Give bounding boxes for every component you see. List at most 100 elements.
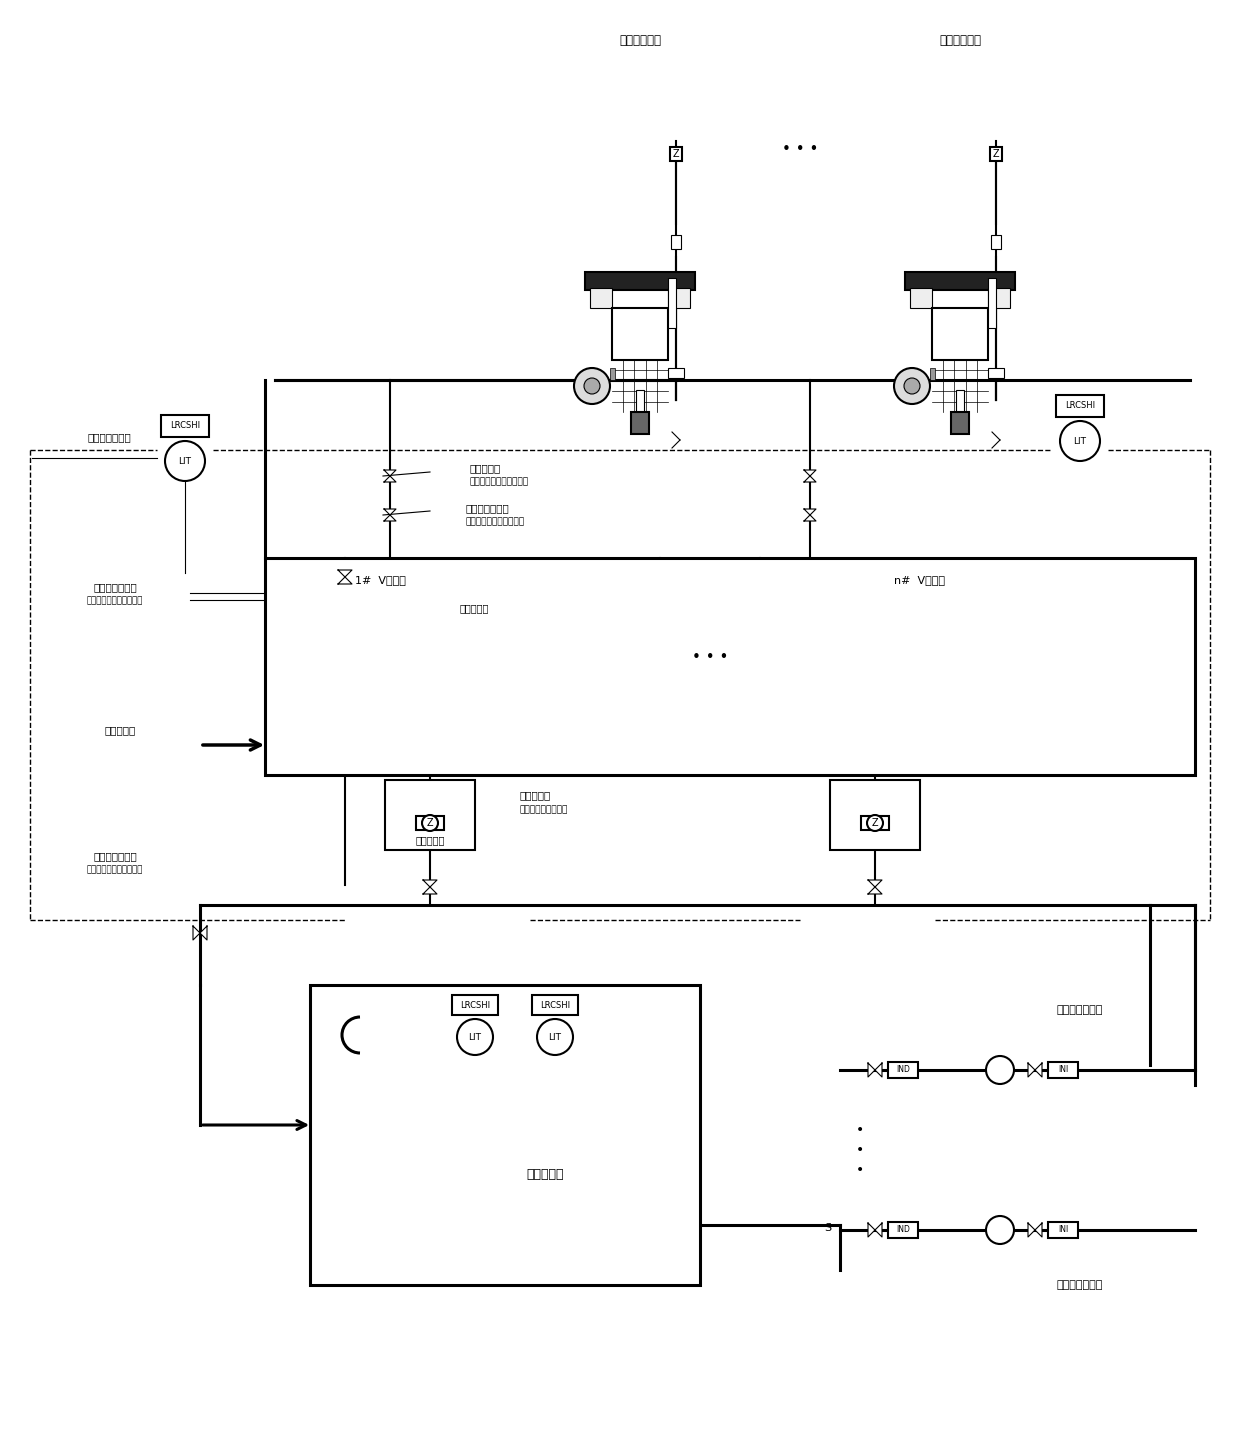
Bar bbox=[1048, 1223, 1078, 1239]
Text: •: • bbox=[856, 1122, 864, 1137]
Polygon shape bbox=[868, 880, 882, 887]
Polygon shape bbox=[868, 887, 882, 894]
Polygon shape bbox=[384, 470, 396, 476]
Polygon shape bbox=[1028, 1223, 1035, 1237]
Circle shape bbox=[894, 367, 930, 404]
Text: 滤池反冲洗水泵: 滤池反冲洗水泵 bbox=[1056, 1005, 1104, 1015]
Bar bbox=[988, 287, 1011, 308]
Text: 滤池在线液位计: 滤池在线液位计 bbox=[88, 433, 131, 441]
Bar bbox=[861, 816, 889, 831]
Polygon shape bbox=[384, 476, 396, 482]
Text: Z: Z bbox=[957, 440, 963, 450]
Text: 反洗罗茨风机: 反洗罗茨风机 bbox=[619, 33, 661, 46]
Text: n#  V型滤池: n# V型滤池 bbox=[894, 575, 945, 585]
Polygon shape bbox=[875, 1223, 882, 1237]
Bar bbox=[668, 367, 684, 378]
Circle shape bbox=[986, 1215, 1014, 1244]
Polygon shape bbox=[200, 926, 207, 939]
Polygon shape bbox=[804, 470, 816, 476]
Polygon shape bbox=[804, 510, 816, 515]
Bar bbox=[932, 308, 988, 360]
Bar bbox=[161, 415, 210, 437]
Bar bbox=[930, 367, 935, 380]
Text: LIT: LIT bbox=[179, 456, 191, 466]
Polygon shape bbox=[1028, 1063, 1035, 1077]
Text: S: S bbox=[825, 1223, 832, 1233]
Bar bbox=[956, 391, 963, 412]
Polygon shape bbox=[384, 510, 396, 515]
Polygon shape bbox=[423, 880, 436, 887]
Bar bbox=[1056, 395, 1104, 417]
Bar bbox=[384, 780, 475, 849]
Text: 反洗排水渠: 反洗排水渠 bbox=[460, 603, 490, 613]
Text: Z: Z bbox=[872, 817, 878, 828]
Text: INI: INI bbox=[1058, 1066, 1068, 1074]
Bar bbox=[590, 287, 613, 308]
Text: 滤池产水池: 滤池产水池 bbox=[526, 1169, 564, 1182]
Bar bbox=[988, 367, 1004, 378]
Text: 反洗罗茨风机: 反洗罗茨风机 bbox=[939, 33, 981, 46]
Polygon shape bbox=[1035, 1223, 1042, 1237]
Circle shape bbox=[574, 367, 610, 404]
Bar bbox=[668, 287, 689, 308]
Bar bbox=[415, 816, 444, 831]
Text: （常阀位连续反馈）: （常阀位连续反馈） bbox=[520, 806, 568, 815]
Bar bbox=[636, 391, 644, 412]
Bar bbox=[532, 995, 578, 1015]
Text: （带全开全关阀位反馈）: （带全开全关阀位反馈） bbox=[87, 597, 143, 605]
Bar bbox=[888, 1223, 918, 1239]
Text: 进水管渠渠: 进水管渠渠 bbox=[104, 725, 135, 735]
Polygon shape bbox=[423, 887, 436, 894]
Polygon shape bbox=[384, 515, 396, 521]
Polygon shape bbox=[1035, 1063, 1042, 1077]
Bar bbox=[910, 287, 932, 308]
Bar bbox=[951, 412, 968, 434]
Circle shape bbox=[422, 815, 438, 831]
Polygon shape bbox=[339, 576, 352, 584]
Bar bbox=[453, 995, 498, 1015]
Text: •: • bbox=[856, 1163, 864, 1178]
Bar bbox=[668, 277, 676, 328]
Text: LRCSHI: LRCSHI bbox=[1065, 402, 1095, 411]
Text: 滤池反冲洗水泵: 滤池反冲洗水泵 bbox=[1056, 1281, 1104, 1289]
Text: INI: INI bbox=[1058, 1225, 1068, 1234]
Bar bbox=[671, 235, 681, 248]
Text: Z: Z bbox=[672, 150, 680, 160]
Text: LRCSHI: LRCSHI bbox=[460, 1000, 490, 1009]
Bar bbox=[670, 147, 682, 161]
Text: • • •: • • • bbox=[781, 142, 818, 157]
Bar bbox=[988, 277, 996, 328]
Text: 排气开关阀: 排气开关阀 bbox=[470, 463, 501, 473]
Polygon shape bbox=[804, 476, 816, 482]
Bar bbox=[585, 272, 694, 290]
Bar bbox=[905, 272, 1016, 290]
Bar bbox=[610, 367, 615, 380]
Circle shape bbox=[904, 378, 920, 393]
Text: LIT: LIT bbox=[469, 1032, 481, 1041]
Bar bbox=[991, 235, 1001, 248]
Text: IND: IND bbox=[897, 1066, 910, 1074]
Bar bbox=[1048, 1061, 1078, 1077]
Bar bbox=[830, 780, 920, 849]
Text: • • •: • • • bbox=[692, 650, 728, 665]
Text: 1#  V型滤池: 1# V型滤池 bbox=[355, 575, 405, 585]
Text: LIT: LIT bbox=[1074, 437, 1086, 446]
Polygon shape bbox=[339, 571, 352, 576]
Text: •: • bbox=[856, 1143, 864, 1157]
Text: （带全开全关阀位反馈）: （带全开全关阀位反馈） bbox=[470, 478, 529, 486]
Bar bbox=[990, 147, 1002, 161]
Text: （常全开全关阀位反馈）: （常全开全关阀位反馈） bbox=[87, 865, 143, 874]
Text: 反洗排水开关阀: 反洗排水开关阀 bbox=[93, 582, 136, 592]
Bar bbox=[310, 984, 701, 1285]
Text: （带全开全关阀位反馈）: （带全开全关阀位反馈） bbox=[465, 517, 525, 527]
Text: 出水稳流篱: 出水稳流篱 bbox=[415, 835, 445, 845]
Text: 反洗进气开关阀: 反洗进气开关阀 bbox=[465, 502, 508, 513]
Polygon shape bbox=[875, 1063, 882, 1077]
Bar bbox=[613, 308, 668, 360]
Bar bbox=[888, 1061, 918, 1077]
Text: LIT: LIT bbox=[548, 1032, 562, 1041]
Text: LRCSHI: LRCSHI bbox=[170, 421, 200, 430]
Circle shape bbox=[986, 1056, 1014, 1085]
Circle shape bbox=[584, 378, 600, 393]
Polygon shape bbox=[193, 926, 200, 939]
